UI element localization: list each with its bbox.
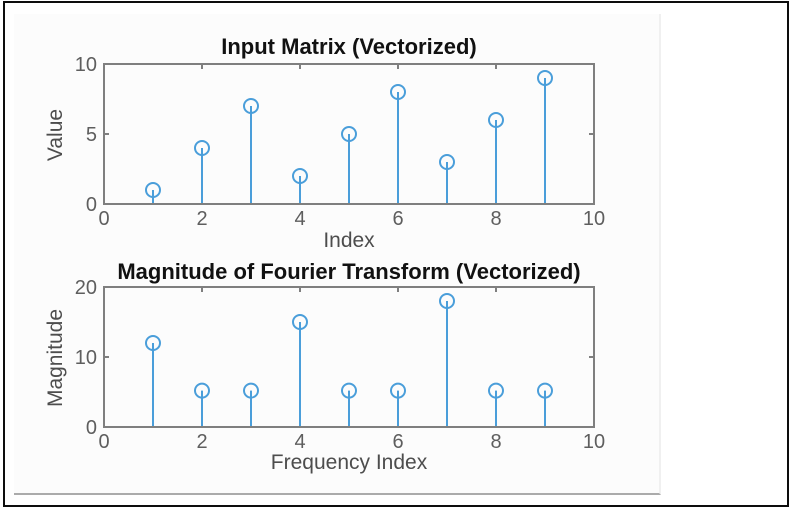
stem-plots-svg: 0 2 4 6 8 10 0 5 10 0 2 4 6 8 10 0 10 20 — [75, 54, 605, 453]
svg-text:0: 0 — [98, 431, 109, 453]
plot-2-xlabel: Frequency Index — [270, 451, 428, 474]
svg-text:0: 0 — [98, 208, 109, 230]
stem-plot-1: 0 2 4 6 8 10 0 5 10 — [75, 54, 605, 230]
svg-text:10: 10 — [583, 431, 605, 453]
figure-canvas: 0 2 4 6 8 10 0 5 10 0 2 4 6 8 10 0 10 20 Input Matrix (Ve… — [14, 14, 661, 495]
svg-text:0: 0 — [86, 194, 97, 216]
stem-plot-2: 0 2 4 6 8 10 0 10 20 — [75, 277, 605, 453]
svg-text:10: 10 — [75, 54, 97, 76]
svg-text:6: 6 — [392, 431, 403, 453]
plot-2-title: Magnitude of Fourier Transform (Vectoriz… — [117, 259, 581, 284]
plot-1-ylabel: Value — [44, 108, 67, 162]
svg-text:10: 10 — [583, 208, 605, 230]
plot-1-title: Input Matrix (Vectorized) — [221, 34, 477, 59]
svg-text:4: 4 — [294, 208, 305, 230]
svg-text:10: 10 — [75, 347, 97, 369]
svg-text:4: 4 — [294, 431, 305, 453]
svg-text:6: 6 — [392, 208, 403, 230]
svg-text:5: 5 — [86, 124, 97, 146]
plot-2-ylabel: Magnitude — [44, 308, 67, 408]
svg-text:0: 0 — [86, 417, 97, 439]
svg-text:8: 8 — [490, 431, 501, 453]
svg-text:2: 2 — [196, 431, 207, 453]
window-frame: 0 2 4 6 8 10 0 5 10 0 2 4 6 8 10 0 10 20 Input Matrix (Ve… — [3, 1, 789, 507]
svg-text:8: 8 — [490, 208, 501, 230]
svg-text:2: 2 — [196, 208, 207, 230]
plot-1-xlabel: Index — [323, 229, 375, 252]
svg-text:20: 20 — [75, 277, 97, 299]
